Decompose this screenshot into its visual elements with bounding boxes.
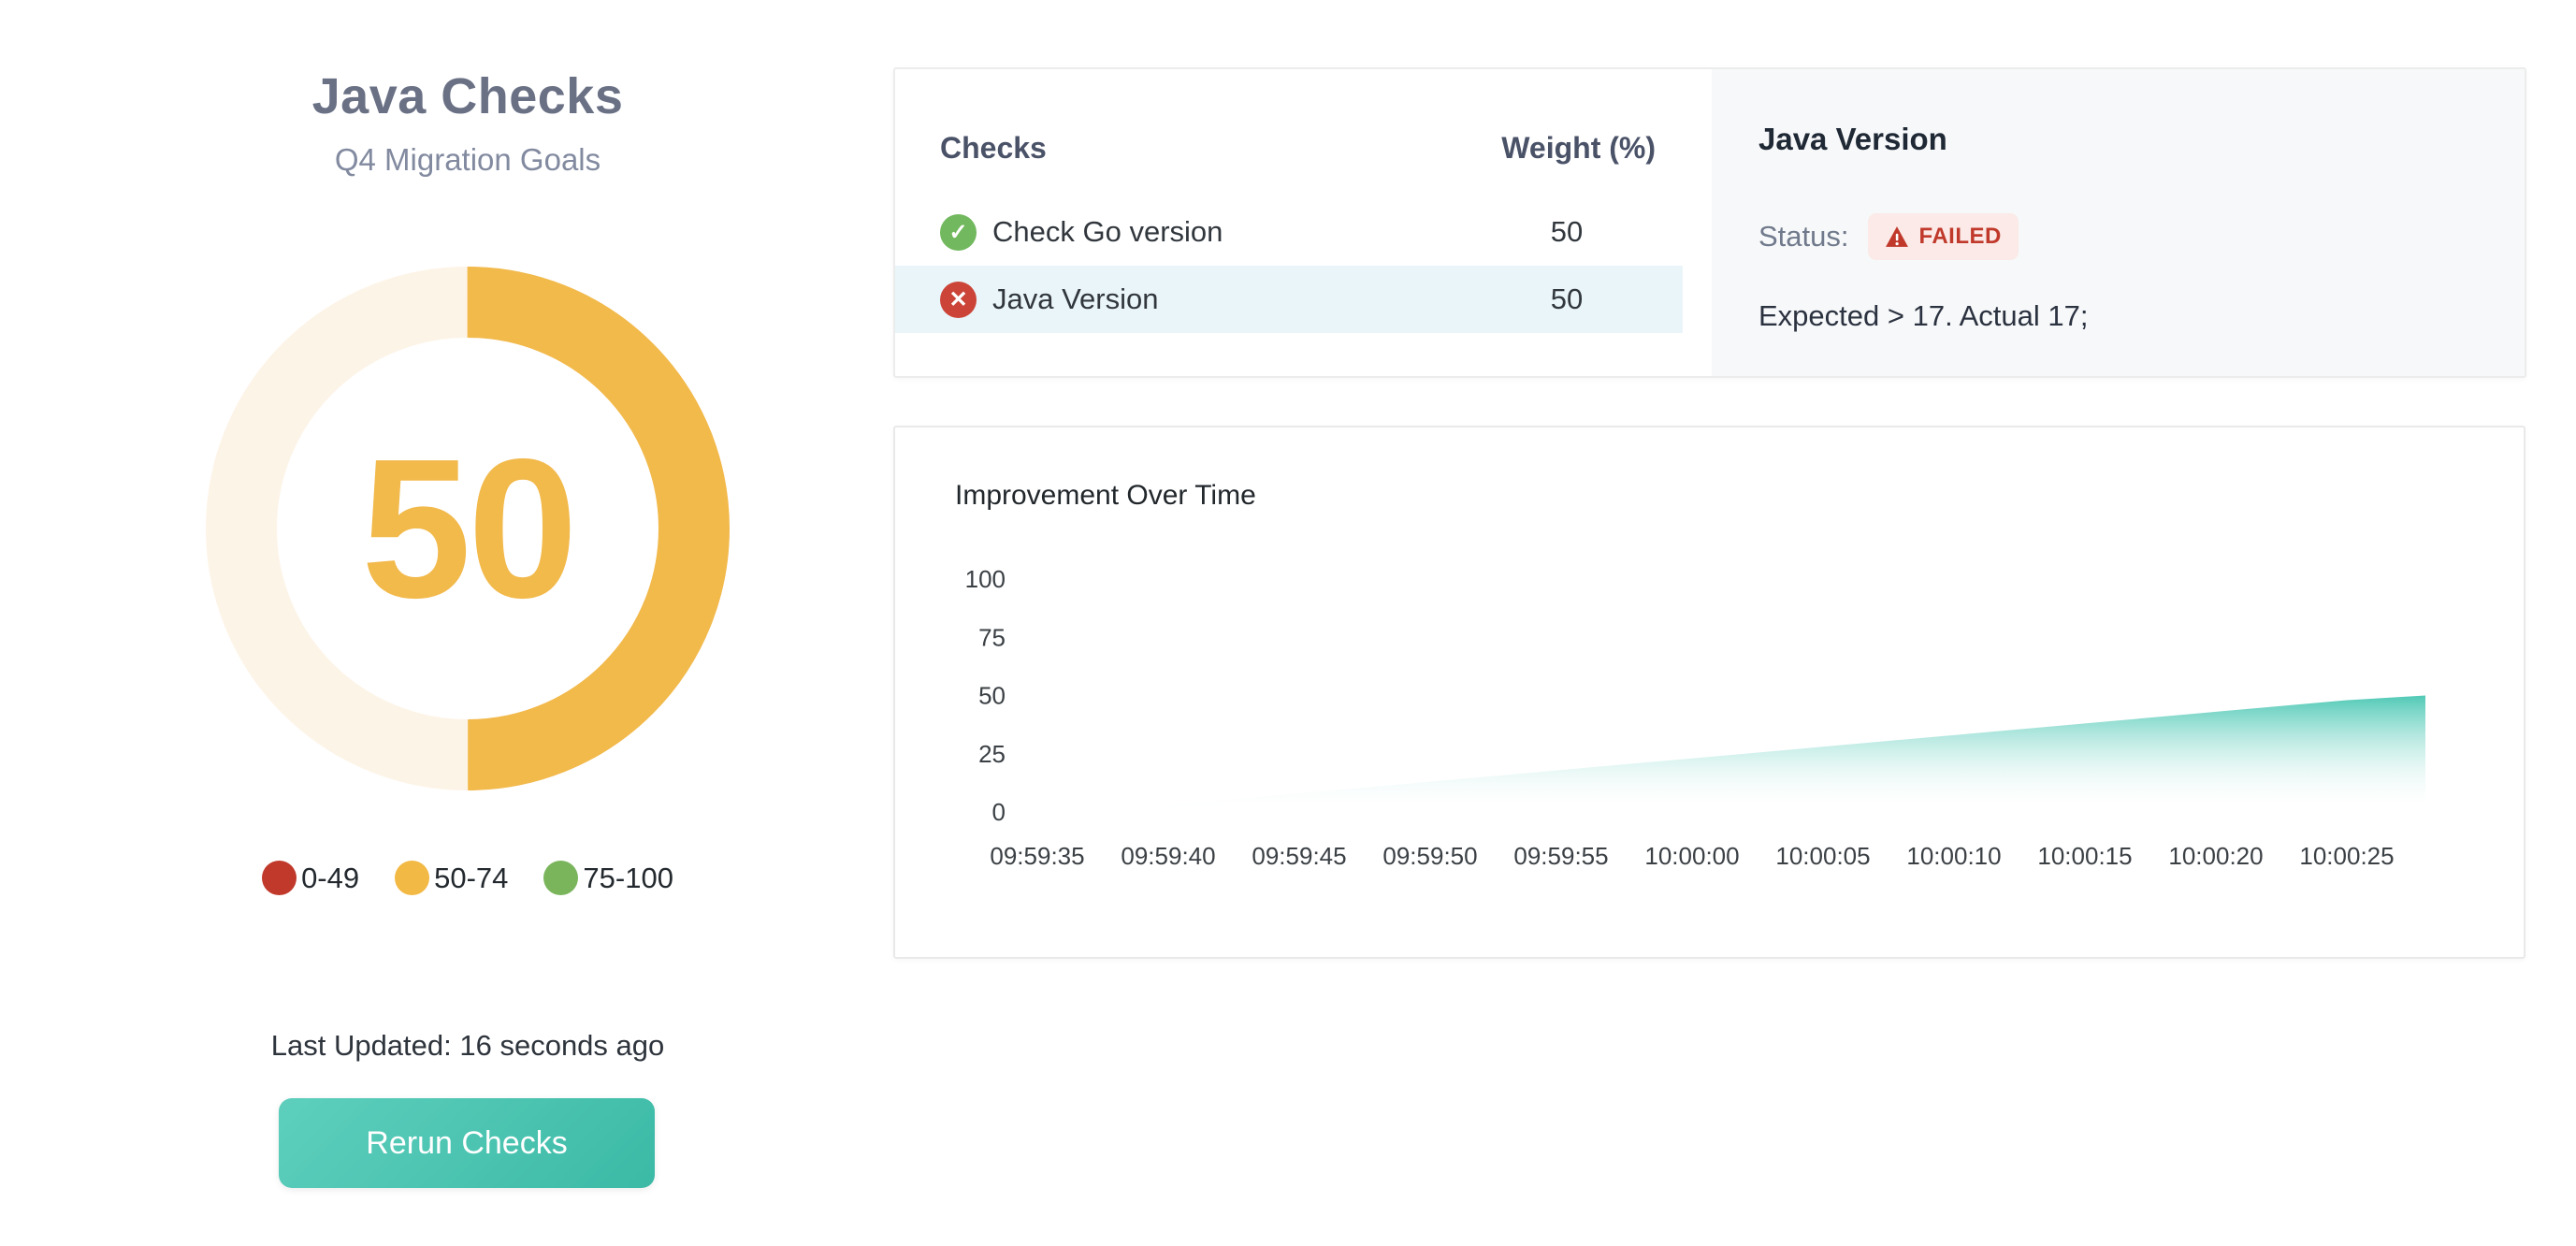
checks-column-header: Checks (940, 130, 1047, 165)
legend-label: 0-49 (301, 861, 360, 894)
legend-dot-green (543, 861, 579, 895)
checks-card: Checks Weight (%) ✓ Check Go version 50 … (893, 67, 2526, 378)
status-label: Status: (1758, 220, 1849, 253)
legend-item: 75-100 (543, 861, 673, 895)
x-tick-label: 09:59:55 (1513, 842, 1608, 870)
chart-card: Improvement Over Time 0 25 50 75 100 09:59:3… (893, 426, 2525, 959)
check-passed-icon: ✓ (940, 213, 977, 251)
x-tick-label: 09:59:35 (990, 842, 1084, 870)
legend-label: 75-100 (583, 861, 673, 894)
x-axis-labels: 09:59:35 09:59:40 09:59:45 09:59:50 09:59:55… (990, 842, 2394, 870)
x-tick-label: 09:59:50 (1382, 842, 1477, 870)
legend-item: 0-49 (262, 861, 359, 895)
rerun-checks-button[interactable]: Rerun Checks (279, 1098, 655, 1188)
y-axis-labels: 0 25 50 75 100 (965, 565, 1006, 826)
x-tick-label: 10:00:05 (1775, 842, 1870, 870)
status-row: Status: FAILED (1758, 213, 2487, 260)
weight-column-header: Weight (%) (1501, 130, 1656, 165)
score-gauge: 50 (206, 267, 730, 790)
x-tick-label: 09:59:45 (1252, 842, 1346, 870)
legend-dot-yellow (395, 861, 430, 895)
legend-dot-red (262, 861, 297, 895)
checks-table-body: ✓ Check Go version 50 ✕ Java Version 50 (895, 198, 1712, 333)
x-tick-label: 10:00:25 (2299, 842, 2394, 870)
checks-table: Checks Weight (%) ✓ Check Go version 50 … (895, 69, 1712, 376)
last-updated-text: Last Updated: 16 seconds ago (270, 1029, 665, 1062)
detail-message: Expected > 17. Actual 17; (1758, 299, 2089, 332)
page-subtitle: Q4 Migration Goals (334, 142, 601, 177)
y-tick-label: 75 (978, 623, 1006, 651)
y-tick-label: 25 (978, 740, 1006, 768)
detail-title: Java Version (1758, 122, 1947, 156)
checks-table-header: Checks Weight (%) (895, 118, 1712, 178)
warning-icon (1885, 226, 1908, 247)
check-name: Check Go version (992, 215, 1223, 248)
score-gauge-svg (206, 267, 730, 790)
gauge-arc (206, 267, 730, 790)
chart-title: Improvement Over Time (955, 480, 1256, 511)
detail-panel: Java Version Status: FAILED Expected > 1… (1712, 69, 2525, 376)
y-tick-label: 100 (965, 565, 1006, 593)
x-tick-label: 10:00:20 (2168, 842, 2263, 870)
check-weight: 50 (1550, 215, 1584, 248)
improvement-area (1090, 695, 2425, 812)
failed-badge-label: FAILED (1918, 224, 2002, 249)
gauge-value: 50 (361, 417, 578, 639)
y-tick-label: 50 (978, 682, 1006, 710)
check-name: Java Version (992, 283, 1159, 315)
legend-item: 50-74 (395, 861, 508, 895)
score-panel: Java Checks Q4 Migration Goals 50 0-49 5… (0, 0, 935, 1246)
x-tick-label: 10:00:15 (2037, 842, 2132, 870)
legend-label: 50-74 (434, 861, 509, 894)
x-tick-label: 09:59:40 (1121, 842, 1215, 870)
x-tick-label: 10:00:00 (1644, 842, 1739, 870)
failed-badge: FAILED (1867, 213, 2019, 260)
page-title: Java Checks (311, 68, 624, 124)
table-row-java-version[interactable]: ✕ Java Version 50 (895, 266, 1683, 333)
y-tick-label: 0 (992, 798, 1006, 826)
score-legend: 0-49 50-74 75-100 (0, 861, 935, 895)
check-weight: 50 (1550, 283, 1584, 315)
check-failed-icon: ✕ (940, 281, 977, 318)
x-tick-label: 10:00:10 (1906, 842, 2001, 870)
table-row-check-go-version[interactable]: ✓ Check Go version 50 (895, 198, 1683, 266)
